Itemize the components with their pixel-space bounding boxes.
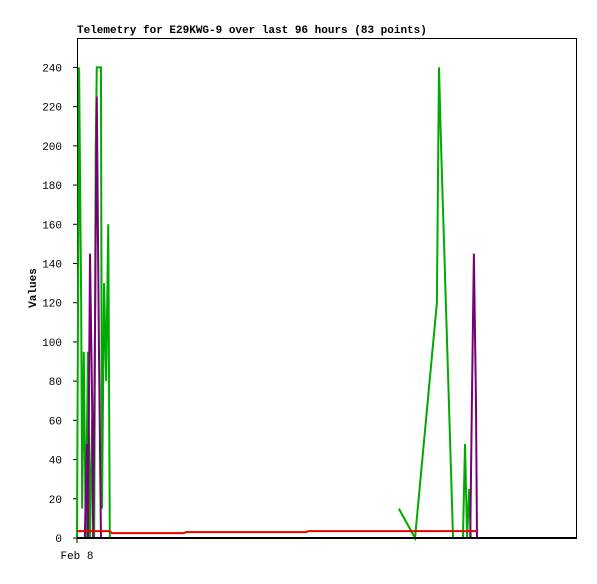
y-tick-label: 200 — [42, 142, 62, 154]
series-line — [83, 96, 478, 539]
y-tick-label: 120 — [42, 299, 62, 311]
y-tick-label: 40 — [49, 456, 62, 468]
y-tick-label: 0 — [55, 534, 62, 546]
y-tick-label: 80 — [49, 377, 62, 389]
y-tick-label: 140 — [42, 259, 62, 271]
y-tick-label: 100 — [42, 338, 62, 350]
y-tick-label: 160 — [42, 220, 62, 232]
y-tick-label: 220 — [42, 103, 62, 115]
y-tick-label: 20 — [49, 495, 62, 507]
chart-title: Telemetry for E29KWG-9 over last 96 hour… — [77, 25, 427, 37]
y-tick-label: 60 — [49, 416, 62, 428]
series-line — [77, 530, 477, 535]
y-axis-label: Values — [28, 268, 40, 308]
y-tick-label: 180 — [42, 181, 62, 193]
x-tick-label: Feb 8 — [60, 551, 93, 563]
y-tick-label: 240 — [42, 63, 62, 75]
